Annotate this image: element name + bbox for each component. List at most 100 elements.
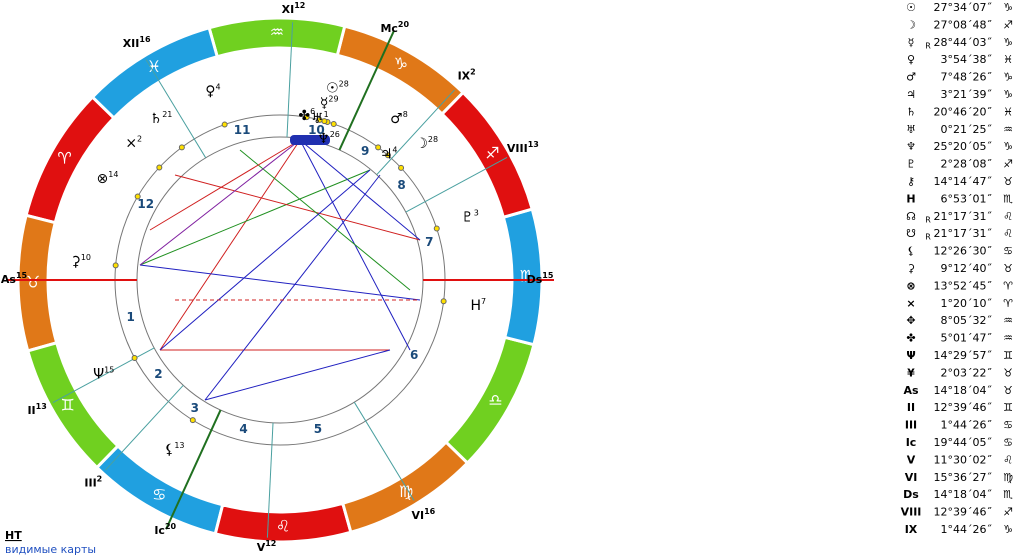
- cusp-name: V: [257, 541, 266, 554]
- table-degree: 21°17´31˝: [934, 210, 993, 223]
- table-degree: 3°21´39˝: [941, 88, 993, 101]
- superscript: 15: [104, 365, 114, 374]
- sign-glyph: ♑: [394, 54, 408, 73]
- house-cusp: [353, 401, 415, 501]
- superscript: 26: [330, 130, 340, 139]
- house-cusp: [266, 422, 274, 538]
- table-degree: 20°46´20˝: [934, 105, 993, 118]
- aspect-line: [159, 169, 371, 351]
- table-sign: ♈: [1003, 279, 1013, 292]
- cusp-name: III: [84, 476, 96, 489]
- table-glyph: ♇: [906, 158, 916, 171]
- house-cusp: [376, 89, 455, 176]
- table-sign: ♒: [1003, 314, 1013, 327]
- table-glyph: ☽: [906, 18, 916, 31]
- house-number: 5: [314, 422, 322, 436]
- planet-marker: [398, 164, 405, 171]
- planet-glyph: ☿29: [320, 94, 339, 112]
- table-degree: 2°03´22˝: [941, 366, 993, 379]
- table-glyph: H: [906, 192, 915, 205]
- cusp-label: VIII13: [507, 139, 539, 155]
- table-retro: R: [925, 233, 931, 242]
- table-degree: 6°53´01˝: [941, 192, 993, 205]
- table-sign: ♌: [1003, 227, 1013, 240]
- table-glyph: ♂: [906, 71, 916, 84]
- aspect-line: [159, 139, 301, 351]
- table-sign: ♉: [1003, 384, 1013, 397]
- table-sign: ♑: [1003, 140, 1013, 153]
- table-degree: 8°05´32˝: [941, 314, 993, 327]
- sign-glyph: ♎: [488, 390, 502, 409]
- table-degree: 1°44´26˝: [941, 419, 993, 432]
- table-glyph: ☿: [908, 36, 915, 49]
- superscript: 13: [528, 139, 539, 148]
- planet-marker: [440, 298, 447, 305]
- house-number: 8: [397, 178, 405, 192]
- planet-marker: [316, 116, 323, 123]
- table-glyph: ♆: [906, 140, 916, 153]
- house-number: 3: [191, 401, 199, 415]
- table-sign: ♓: [1003, 105, 1013, 118]
- planet-symbol: ☿: [320, 96, 329, 112]
- house-number: 11: [234, 123, 251, 137]
- house-number: 9: [361, 144, 369, 158]
- table-sign: ♊: [1003, 349, 1013, 362]
- superscript: 16: [424, 506, 436, 515]
- superscript: 13: [174, 440, 184, 449]
- table-degree: 0°21´25˝: [941, 123, 993, 136]
- superscript: 8: [403, 110, 408, 119]
- cusp-name: Mc: [380, 22, 397, 35]
- cusp-name: As: [1, 273, 17, 286]
- table-sign: ♋: [1003, 436, 1013, 449]
- planet-glyph: ♇3: [461, 208, 479, 226]
- table-sign: ♑: [1003, 1, 1013, 14]
- table-glyph: IX: [905, 523, 918, 536]
- table-glyph: III: [905, 419, 917, 432]
- table-glyph: ☋: [906, 227, 916, 240]
- table-glyph: II: [907, 401, 915, 414]
- planet-glyph: ⚳10: [71, 253, 91, 271]
- house-number: 12: [137, 197, 154, 211]
- aspect-line: [139, 169, 371, 266]
- planet-marker: [189, 417, 196, 424]
- planet-cluster: [290, 135, 330, 145]
- table-degree: 19°44´05˝: [934, 436, 993, 449]
- planet-glyph: Ψ15: [93, 365, 114, 383]
- sign-glyph: ♐: [485, 143, 499, 162]
- superscript: 20: [398, 19, 410, 28]
- table-sign: ♒: [1003, 123, 1013, 136]
- superscript: 29: [328, 94, 338, 103]
- table-degree: 14°29´57˝: [934, 349, 993, 362]
- superscript: 20: [165, 522, 177, 531]
- table-glyph: V: [907, 453, 916, 466]
- table-degree: 15°36´27˝: [934, 471, 993, 484]
- table-glyph: Ds: [903, 488, 919, 501]
- planet-symbol: ✤: [298, 108, 310, 124]
- superscript: 21: [162, 110, 172, 119]
- house-number: 4: [239, 422, 247, 436]
- cusp-name: XII: [123, 37, 140, 50]
- table-degree: 9°12´40˝: [941, 262, 993, 275]
- planet-marker: [303, 114, 310, 121]
- house-cusp: [145, 59, 207, 159]
- planet-marker: [112, 262, 119, 269]
- superscript: 13: [36, 402, 47, 411]
- table-sign: ♏: [1003, 488, 1013, 501]
- table-sign: ♐: [1003, 158, 1013, 171]
- table-sign: ♋: [1003, 419, 1013, 432]
- table-sign: ♊: [1003, 401, 1013, 414]
- planet-symbol: ☽: [415, 136, 428, 152]
- table-sign: ♌: [1003, 210, 1013, 223]
- aspect-line: [299, 139, 421, 241]
- table-sign: ♈: [1003, 297, 1013, 310]
- table-glyph: ♀: [907, 53, 915, 66]
- table-degree: 2°28´08˝: [941, 158, 993, 171]
- superscript: 2: [97, 474, 103, 483]
- planet-symbol: ☉: [326, 80, 339, 96]
- planet-marker: [330, 120, 337, 127]
- footer-link[interactable]: видимые карты: [5, 543, 96, 556]
- planet-marker: [375, 144, 382, 151]
- aspect-lines: [139, 135, 421, 401]
- table-glyph: ×: [906, 297, 915, 310]
- cusp-label: Ic20: [154, 522, 176, 538]
